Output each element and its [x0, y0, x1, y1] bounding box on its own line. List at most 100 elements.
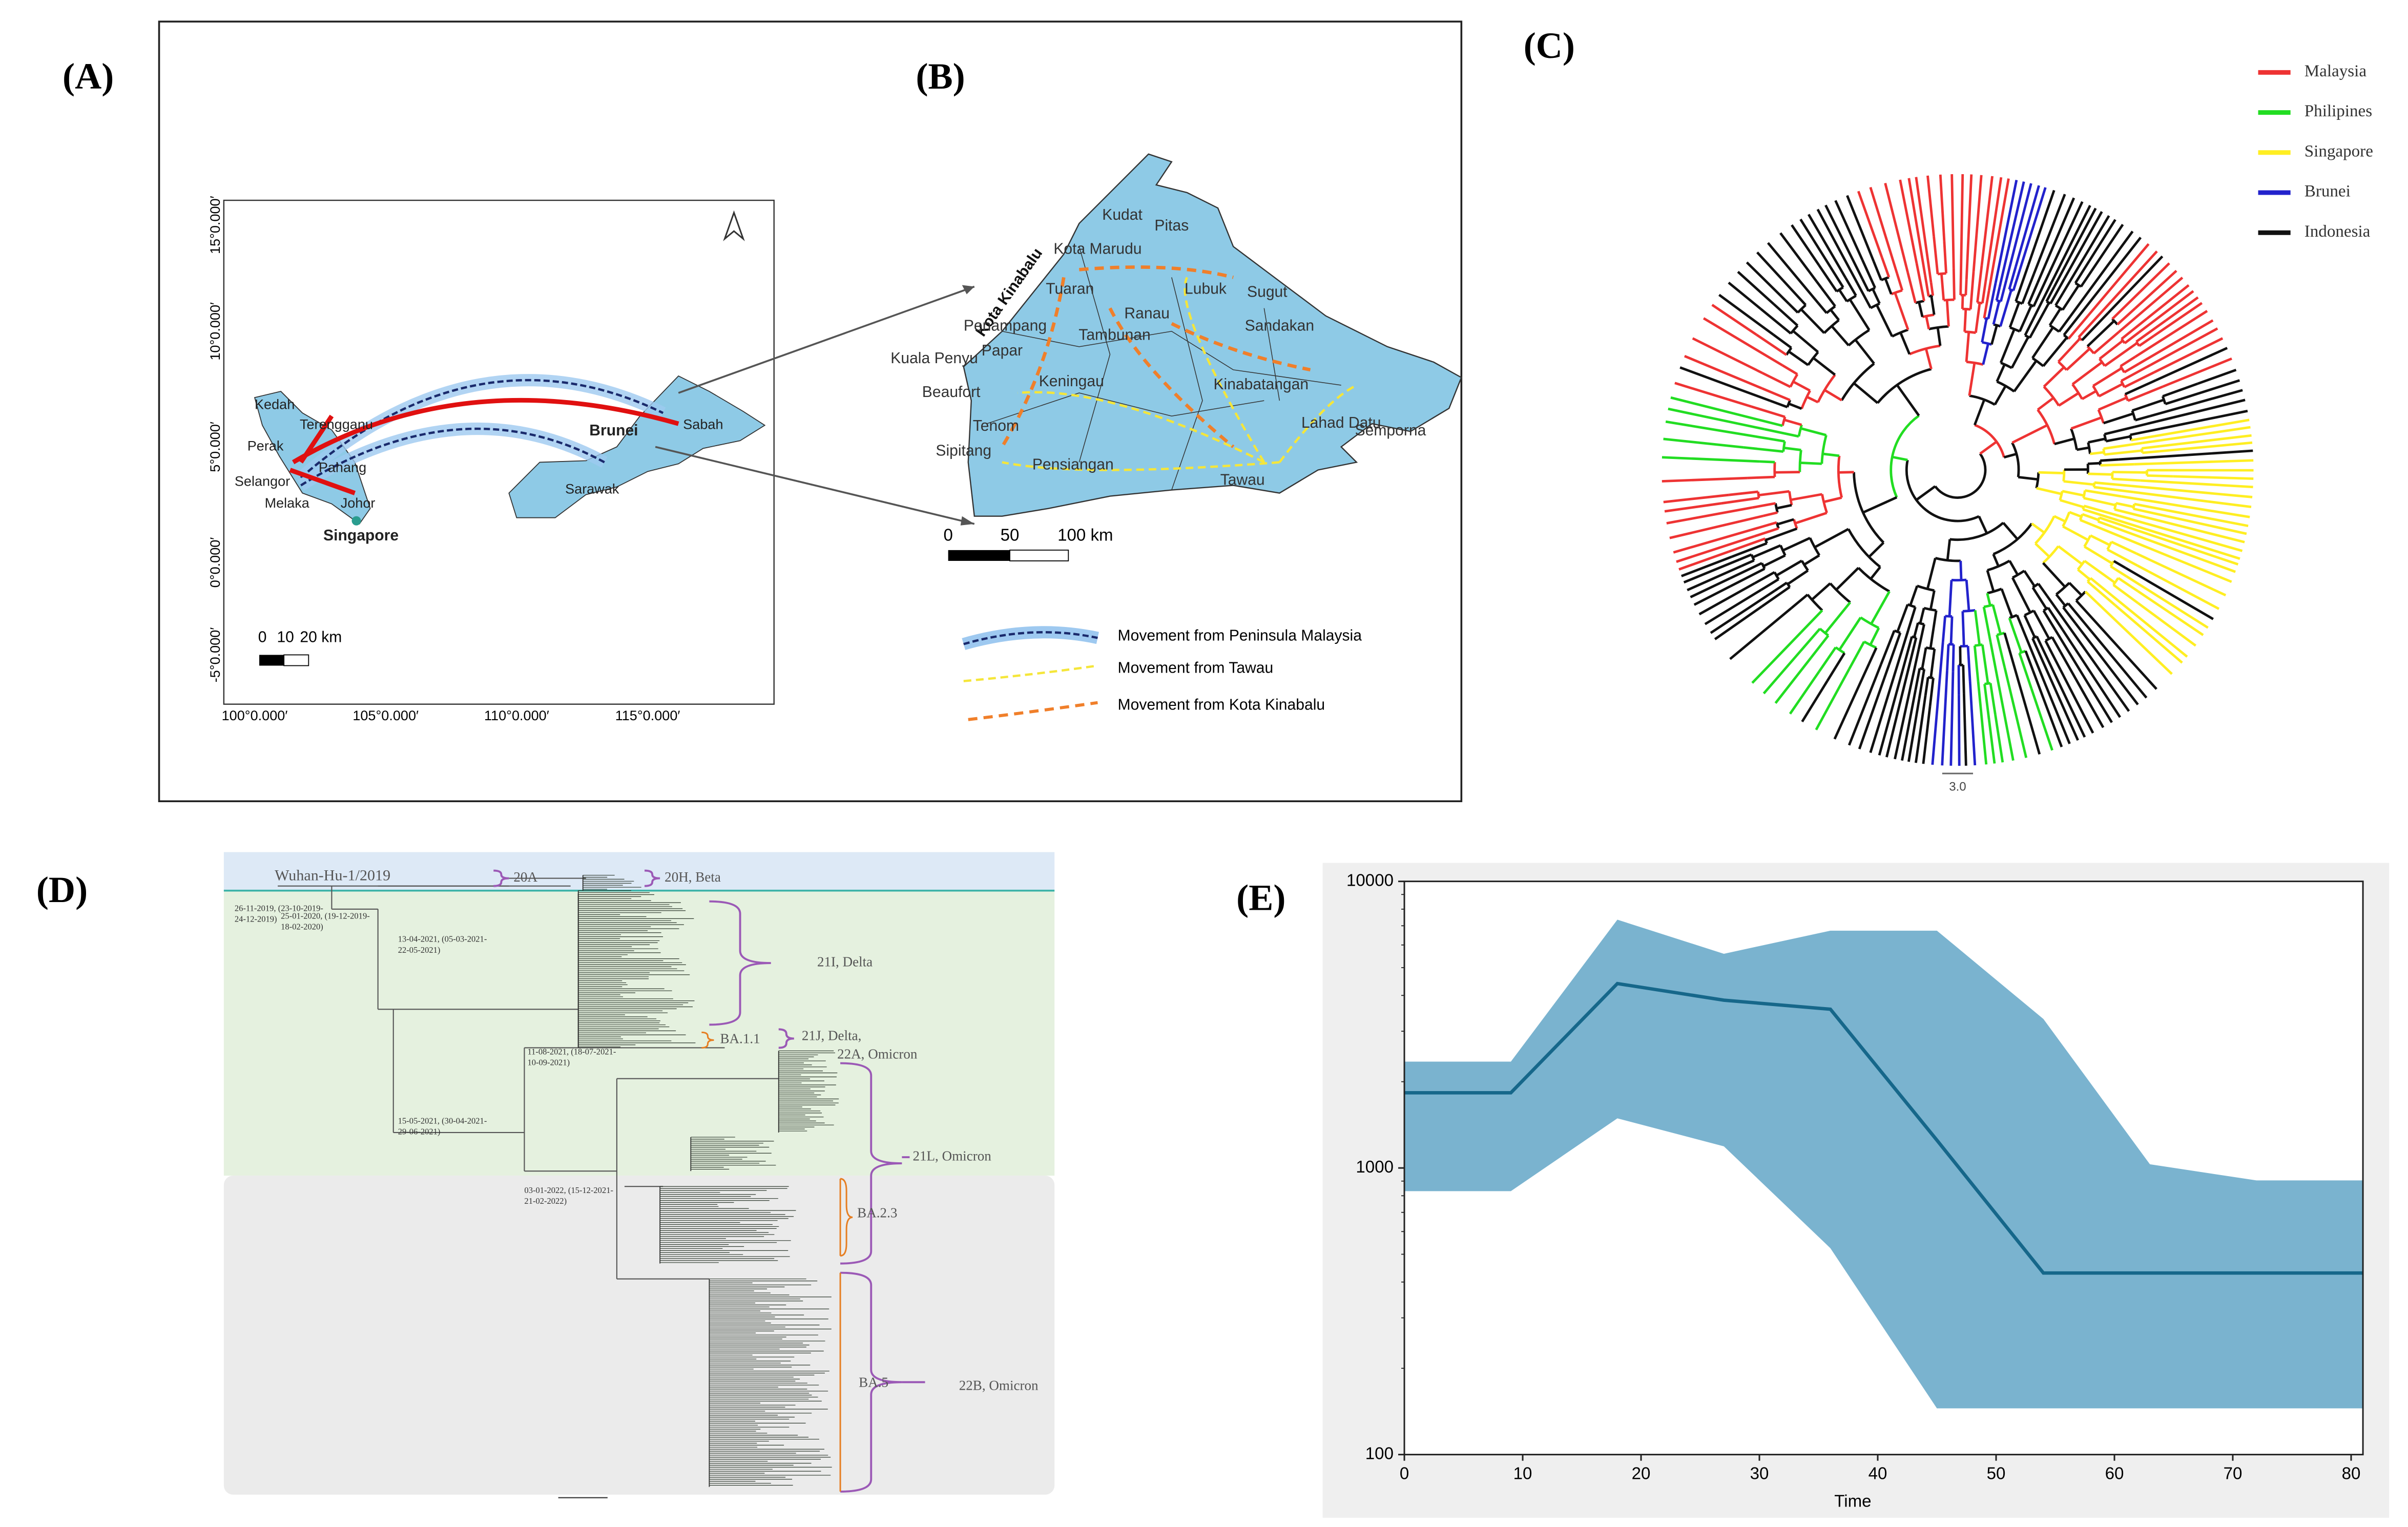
tree-branch — [1995, 286, 2001, 301]
tree-branch — [1934, 453, 1986, 499]
tree-branch — [2165, 398, 2181, 405]
tree-branch — [2045, 286, 2056, 302]
tree-branch — [1835, 567, 1860, 591]
tree-branch — [2020, 626, 2071, 744]
tree-branch — [1915, 263, 1925, 301]
tree-branch — [1761, 585, 1791, 608]
tree-branch — [2134, 269, 2177, 309]
tree-branch — [1729, 490, 1758, 496]
tree-branch — [1853, 472, 1885, 544]
clade-bracket — [701, 1031, 714, 1049]
tree-branch — [1996, 634, 2006, 668]
tree-branch — [1867, 647, 1878, 664]
tree-branch — [2160, 434, 2252, 448]
tree-branch — [1981, 318, 1988, 343]
tree-branch — [1788, 402, 1802, 410]
tree-branch — [2043, 366, 2065, 388]
tree-branch — [1870, 591, 1891, 625]
place-label: Selangor — [235, 473, 290, 489]
tree-branch — [2036, 197, 2075, 283]
tree-branch — [2080, 270, 2093, 287]
tree-branch — [2075, 599, 2104, 631]
tree-branch — [2037, 396, 2054, 411]
tree-branch — [2083, 505, 2120, 517]
tree-branch — [1894, 649, 1920, 760]
tree-branch — [1794, 511, 1828, 525]
tree-branch — [2003, 632, 2011, 650]
tree-branch — [1684, 354, 1762, 390]
tree-branch — [2125, 575, 2209, 629]
x-tick-label: 30 — [1750, 1464, 1769, 1483]
tree-branch — [1800, 427, 1827, 436]
tree-branch — [1823, 496, 1842, 504]
tree-branch — [1728, 281, 1761, 310]
tree-branch — [1918, 669, 1926, 700]
tree-branch — [1982, 606, 1992, 643]
tree-branch — [1788, 350, 1809, 366]
tree-branch — [2048, 307, 2062, 326]
tree-branch — [1926, 175, 1935, 237]
tree-branch — [1896, 604, 1909, 633]
place-label: Sipitang — [936, 442, 991, 459]
tree-branch — [2088, 219, 2116, 262]
tree-branch — [1769, 399, 1788, 408]
tree-branch — [1779, 232, 1818, 283]
tree-branch — [1777, 518, 1794, 526]
tree-branch — [1756, 333, 1788, 356]
tree-branch — [2093, 331, 2120, 354]
tree-branch — [2023, 570, 2036, 587]
clade-label: 20H, Beta — [665, 869, 721, 885]
tree-branch — [1999, 289, 2013, 327]
tree-branch — [1914, 695, 1927, 763]
tree-branch — [2131, 485, 2253, 498]
x-tick-label: 80 — [2342, 1464, 2361, 1483]
tree-branch — [2037, 583, 2048, 597]
tree-branch — [1829, 266, 1844, 288]
tree-branch — [1959, 646, 1962, 665]
tree-branch — [2112, 526, 2236, 573]
tree-branch — [2104, 342, 2138, 367]
tree-branch — [2133, 507, 2168, 518]
tree-branch — [2008, 560, 2019, 576]
place-label: Tawau — [1220, 471, 1265, 488]
tree-branch — [2037, 409, 2056, 445]
tree-branch — [2023, 615, 2036, 638]
tree-branch — [1704, 589, 1762, 625]
tree-branch — [2120, 355, 2136, 367]
tree-branch — [2092, 367, 2123, 387]
tree-branch — [1973, 645, 1980, 682]
tree-branch — [2086, 577, 2092, 582]
tree-branch — [2124, 371, 2155, 388]
tree-branch — [2030, 688, 2053, 751]
zoom-line — [655, 446, 975, 525]
tree-branch — [2008, 649, 2041, 755]
tree-branch — [2053, 207, 2097, 288]
tree-branch — [2032, 610, 2050, 640]
tree-branch — [1994, 385, 2007, 406]
tree-branch — [1838, 617, 1862, 651]
tree-branch — [1824, 601, 1852, 634]
tree-branch — [2036, 487, 2062, 495]
place-label: Pitas — [1154, 217, 1189, 234]
tree-branch — [2123, 363, 2140, 373]
tree-branch — [1918, 302, 1924, 318]
tree-branch — [2009, 326, 2021, 333]
tree-branch — [2031, 638, 2040, 652]
tree-branch — [2081, 312, 2109, 341]
tree-branch — [1884, 278, 1893, 295]
root-label: Wuhan-Hu-1/2019 — [275, 866, 390, 884]
tree-branch — [1668, 407, 1765, 431]
tree-branch — [2138, 290, 2194, 333]
tree-branch — [2106, 541, 2113, 551]
tree-branch — [2031, 670, 2063, 747]
zoom-line — [678, 285, 975, 394]
tree-branch — [2129, 526, 2239, 566]
tree-branch — [1858, 664, 1891, 750]
tree-branch — [2010, 336, 2029, 369]
tree-branch — [2027, 282, 2039, 305]
tree-branch — [2032, 273, 2050, 307]
lat-label: 15°0.000′ — [207, 196, 223, 254]
tree-branch — [1818, 646, 1837, 673]
tree-branch — [1872, 261, 1883, 281]
tree-branch — [1728, 537, 1766, 553]
